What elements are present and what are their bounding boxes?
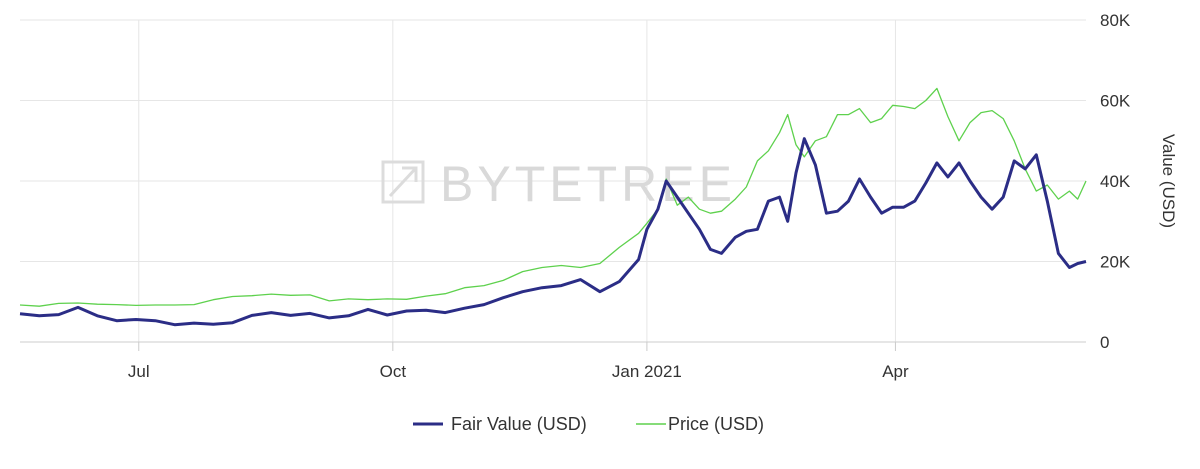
series-line-fair-value	[19, 137, 1087, 327]
series-line-price	[19, 87, 1087, 307]
x-tick-label: Jan 2021	[612, 362, 682, 381]
y-tick-label: 60K	[1100, 92, 1131, 111]
y-tick-label: 20K	[1100, 253, 1131, 272]
y-tick-label: 80K	[1100, 11, 1131, 30]
legend-item-price[interactable]: Price (USD)	[636, 414, 764, 434]
watermark-logo-icon	[381, 160, 425, 204]
x-tick-label: Oct	[380, 362, 407, 381]
legend: Fair Value (USD) Price (USD)	[413, 414, 764, 434]
legend-label: Fair Value (USD)	[451, 414, 587, 434]
x-axis: Jul Oct Jan 2021 Apr	[20, 341, 1086, 381]
x-tick-label: Apr	[882, 362, 909, 381]
series-lines	[19, 87, 1087, 327]
legend-item-fair-value[interactable]: Fair Value (USD)	[413, 414, 587, 434]
watermark-text: BYTETREE	[440, 156, 736, 212]
x-tick-label: Jul	[128, 362, 150, 381]
y-tick-label: 40K	[1100, 172, 1131, 191]
legend-label: Price (USD)	[668, 414, 764, 434]
y-tick-label: 0	[1100, 333, 1109, 352]
y-axis-title: Value (USD)	[1159, 134, 1178, 228]
watermark: BYTETREE	[381, 156, 736, 212]
y-axis: 0 20K 40K 60K 80K	[1100, 11, 1131, 352]
